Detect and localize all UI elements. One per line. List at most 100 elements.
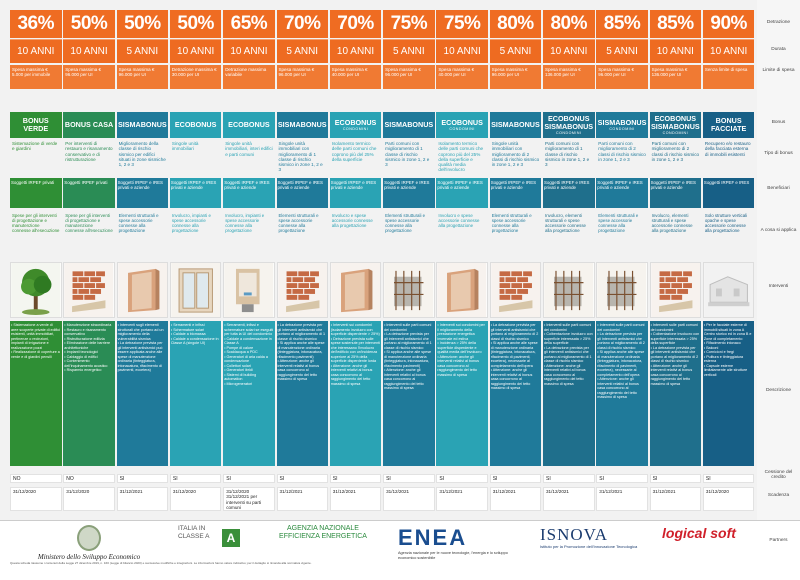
detraction-percent: 50% [169,10,222,38]
duration: 5 ANNI [489,39,542,63]
spending-limit: Spesa massima € 96.000 per UI [596,65,648,89]
bonus-title: SISMABONUS [597,118,647,128]
bonus-title: SISMABONUS [117,120,167,130]
row-label: Scadenza [767,493,790,498]
bonus-name: ECOBONUS SISMABONUS CONDOMINI [649,112,702,138]
detraction-percent: 36% [10,10,62,38]
bonus-type: Per interventi di restauro e risanamento… [65,141,113,162]
deadline: 31/12/2021 [116,487,169,511]
bonus-name: ECOBONUS [223,112,275,138]
intervention-image [10,262,62,318]
bonus-type: Singole unità immobiliari, interi edific… [225,141,273,157]
partner-logo: AGENZIA NAZIONALE EFFICIENZA ENERGETICA [268,525,378,542]
duration: 5 ANNI [276,39,328,63]
bonus-name: SISMABONUS CONDOMINI [596,112,648,138]
duration: 10 ANNI [649,39,702,63]
bonus-title: ECOBONUS SISMABONUS [544,114,594,131]
deadline: 31/12/2020 [169,487,222,511]
partner-name: logical soft [662,525,736,541]
detraction-percent: 50% [63,10,115,38]
partner-name: Ministero dello Sviluppo Economico [37,553,141,561]
bonus-title: SISMABONUS [384,120,434,130]
bonus-column: 50% 5 ANNI Spesa massima € 96.000 per UI SI… [116,0,169,520]
bonus-subtitle: CONDOMINI [449,126,475,131]
duration: 10 ANNI [543,39,595,63]
bonus-type: Singole unità immobiliari con migliorame… [278,141,323,173]
bonus-title: ECOBONUS [334,118,377,128]
credit-transfer: SI [702,474,755,483]
bonus-title: ECOBONUS [441,118,483,128]
bonus-title: SISMABONUS [491,120,540,130]
description: • Per le facciate esterne di immobili si… [702,321,755,466]
bonus-subtitle: CONDOMINI [662,130,689,135]
partner-name: AGENZIA NAZIONALE EFFICIENZA ENERGETICA [279,525,367,541]
bonus-subtitle: CONDOMINI [342,126,369,131]
row-labels: Detrazione Durata Limite di spesa Bonus Tipo… [757,0,800,520]
applies-to: Involucro, impianti e spese accessorie c… [171,213,211,234]
duration: 5 ANNI [383,39,435,63]
row-label: Bonus [771,120,786,125]
duration: 10 ANNI [169,39,222,63]
applies-to: Elementi strutturali e spese accessorie … [491,213,532,234]
spending-limit: Spesa massima € 96.000 per UI [276,65,328,89]
bonus-name: BONUS VERDE [10,112,62,138]
intervention-image [116,262,169,318]
beneficiaries: Soggetti IRPEF e IRES privati e aziende [596,178,648,208]
bonus-column: 75% 10 ANNI Spesa massima € 40.000 per UI E… [436,0,488,520]
bonus-type: Isolamento termico delle parti comuni ch… [331,141,377,162]
deadline: 31/12/2020 31/12/2021 per interventi su … [223,487,275,511]
credit-transfer: SI [329,474,382,483]
deadline: 31/12/2020 [63,487,115,511]
partner-subtitle: Agenzia nazionale per le nuove tecnologi… [398,551,508,560]
row-label: Descrizione [765,388,792,393]
credit-transfer: SI [116,474,169,483]
detraction-percent: 80% [543,10,595,38]
row-label: A cosa si applica [760,228,797,233]
partner-logo: Ministero dello Sviluppo Economico [14,525,164,561]
beneficiaries: Soggetti IRPEF privati [10,178,62,208]
footnote: Questa scheda riassume i contenuti della… [10,562,312,565]
beneficiaries: Soggetti IRPEF e IRES privati e aziende [223,178,275,208]
intervention-image [276,262,328,318]
beneficiaries: Soggetti IRPEF e IRES privati e aziende [276,178,328,208]
bonus-title: ECOBONUS [228,120,270,130]
row-label: Partners [769,538,788,543]
partner-logo: ISNOVA Istituto per la Promozione dell'In… [540,525,640,550]
spending-limit: Senza limite di spesa [702,65,755,89]
intervention-image [329,262,382,318]
intervention-image [596,262,648,318]
bonus-column: 90% 10 ANNI Senza limite di spesa BONUS FAC… [702,0,755,520]
description: • Serramenti, infissi e schermature sola… [223,321,275,466]
detraction-percent: 50% [116,10,169,38]
beneficiaries: Soggetti IRPEF privati [63,178,115,208]
description: • Interventi sulle parti comuni dei cond… [543,321,595,466]
spending-limit: Spesa massima € 5.000 per immobile [10,65,62,89]
partner-logo: logical soft [662,525,752,541]
description: • Sistemazione a verde di aree scoperte … [10,321,62,466]
bonus-type: Recupero e/o restauro della facciata est… [704,141,751,157]
credit-transfer: SI [489,474,542,483]
bonus-name: ECOBONUS [169,112,222,138]
deadline: 31/12/2020 [10,487,62,511]
bonus-type: Parti comuni con miglioramento di 2 clas… [651,141,700,162]
applies-to: Spese per gli interventi di progettazion… [65,213,113,234]
intervention-image [489,262,542,318]
intervention-image [702,262,755,318]
bonus-column: 70% 10 ANNI Spesa massima € 40.000 per UI E… [329,0,382,520]
applies-to: Elementi strutturali e spese accessorie … [598,213,639,234]
beneficiaries: Soggetti IRPEF e IRES privati e aziende [116,178,169,208]
applies-to: Involucro, impianti e spese accessorie c… [225,213,265,234]
bonus-column: 85% 10 ANNI Spesa massima € 136.000 per UI… [649,0,702,520]
bonus-name: BONUS FACCIATE [702,112,755,138]
deadline: 31/12/2021 [383,487,435,511]
intervention-image [63,262,115,318]
bonus-name: SISMABONUS [489,112,542,138]
credit-transfer: SI [596,474,648,483]
duration: 10 ANNI [436,39,488,63]
deadline: 31/12/2021 [543,487,595,511]
intervention-image [649,262,702,318]
bonus-type: Isolamento termico delle parti comuni ch… [438,141,484,173]
description: • La detrazione prevista per gli interve… [276,321,328,466]
bonus-name: BONUS CASA [63,112,115,138]
description: • Interventi sulle parti comuni dei cond… [383,321,435,466]
